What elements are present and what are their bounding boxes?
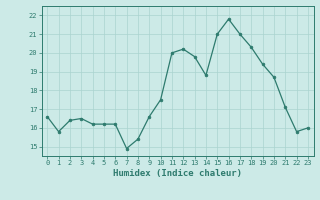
X-axis label: Humidex (Indice chaleur): Humidex (Indice chaleur) [113,169,242,178]
